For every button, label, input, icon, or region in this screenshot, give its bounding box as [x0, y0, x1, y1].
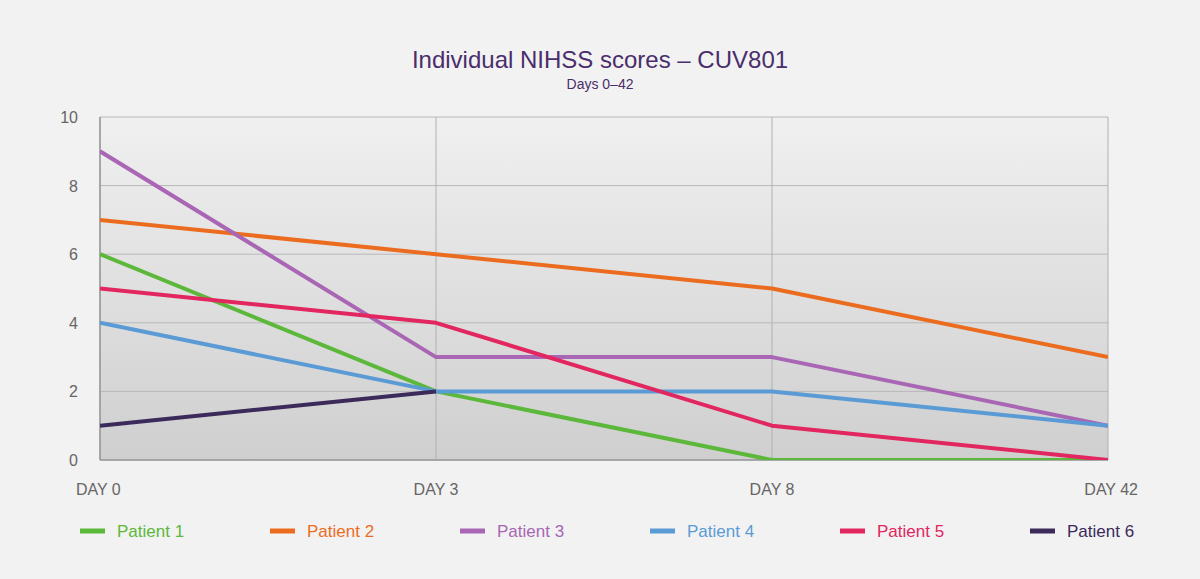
chart: Individual NIHSS scores – CUV801 Days 0–4… [0, 0, 1200, 579]
grid-line [100, 117, 1108, 118]
x-grid-line [436, 117, 437, 460]
legend-label: Patient 6 [1067, 522, 1134, 541]
title: Individual NIHSS scores – CUV801 [412, 46, 788, 73]
legend-label: Patient 3 [497, 522, 564, 541]
legend-swatch [650, 529, 675, 534]
series-line [100, 220, 1108, 357]
legend-label: Patient 4 [687, 522, 754, 541]
y-tick-label: 8 [69, 178, 78, 195]
grid-line [100, 185, 1108, 186]
series-line [100, 151, 1108, 425]
legend-swatch [460, 529, 485, 534]
grid-line [100, 322, 1108, 323]
legend-label: Patient 1 [117, 522, 184, 541]
y-tick-label: 6 [69, 246, 78, 263]
x-tick-label: DAY 8 [750, 481, 795, 498]
legend-label: Patient 2 [307, 522, 374, 541]
series-group [100, 151, 1108, 460]
series-line [100, 391, 436, 425]
x-tick-label: DAY 0 [76, 481, 121, 498]
legend-swatch [840, 529, 865, 534]
background [0, 0, 1200, 579]
x-tick-label: DAY 3 [414, 481, 459, 498]
y-tick-label: 4 [69, 315, 78, 332]
subtitle: Days 0–42 [567, 76, 634, 92]
series-line [100, 289, 1108, 461]
legend-swatch [270, 529, 295, 534]
y-tick-label: 10 [60, 109, 78, 126]
plot-area [100, 117, 1108, 460]
x-tick-label: DAY 42 [1084, 481, 1138, 498]
grid-line [100, 254, 1108, 255]
legend-label: Patient 5 [877, 522, 944, 541]
y-tick-label: 0 [69, 452, 78, 469]
legend-swatch [1030, 529, 1055, 534]
y-tick-label: 2 [69, 383, 78, 400]
x-grid-line [1108, 117, 1109, 460]
legend-swatch [80, 529, 105, 534]
